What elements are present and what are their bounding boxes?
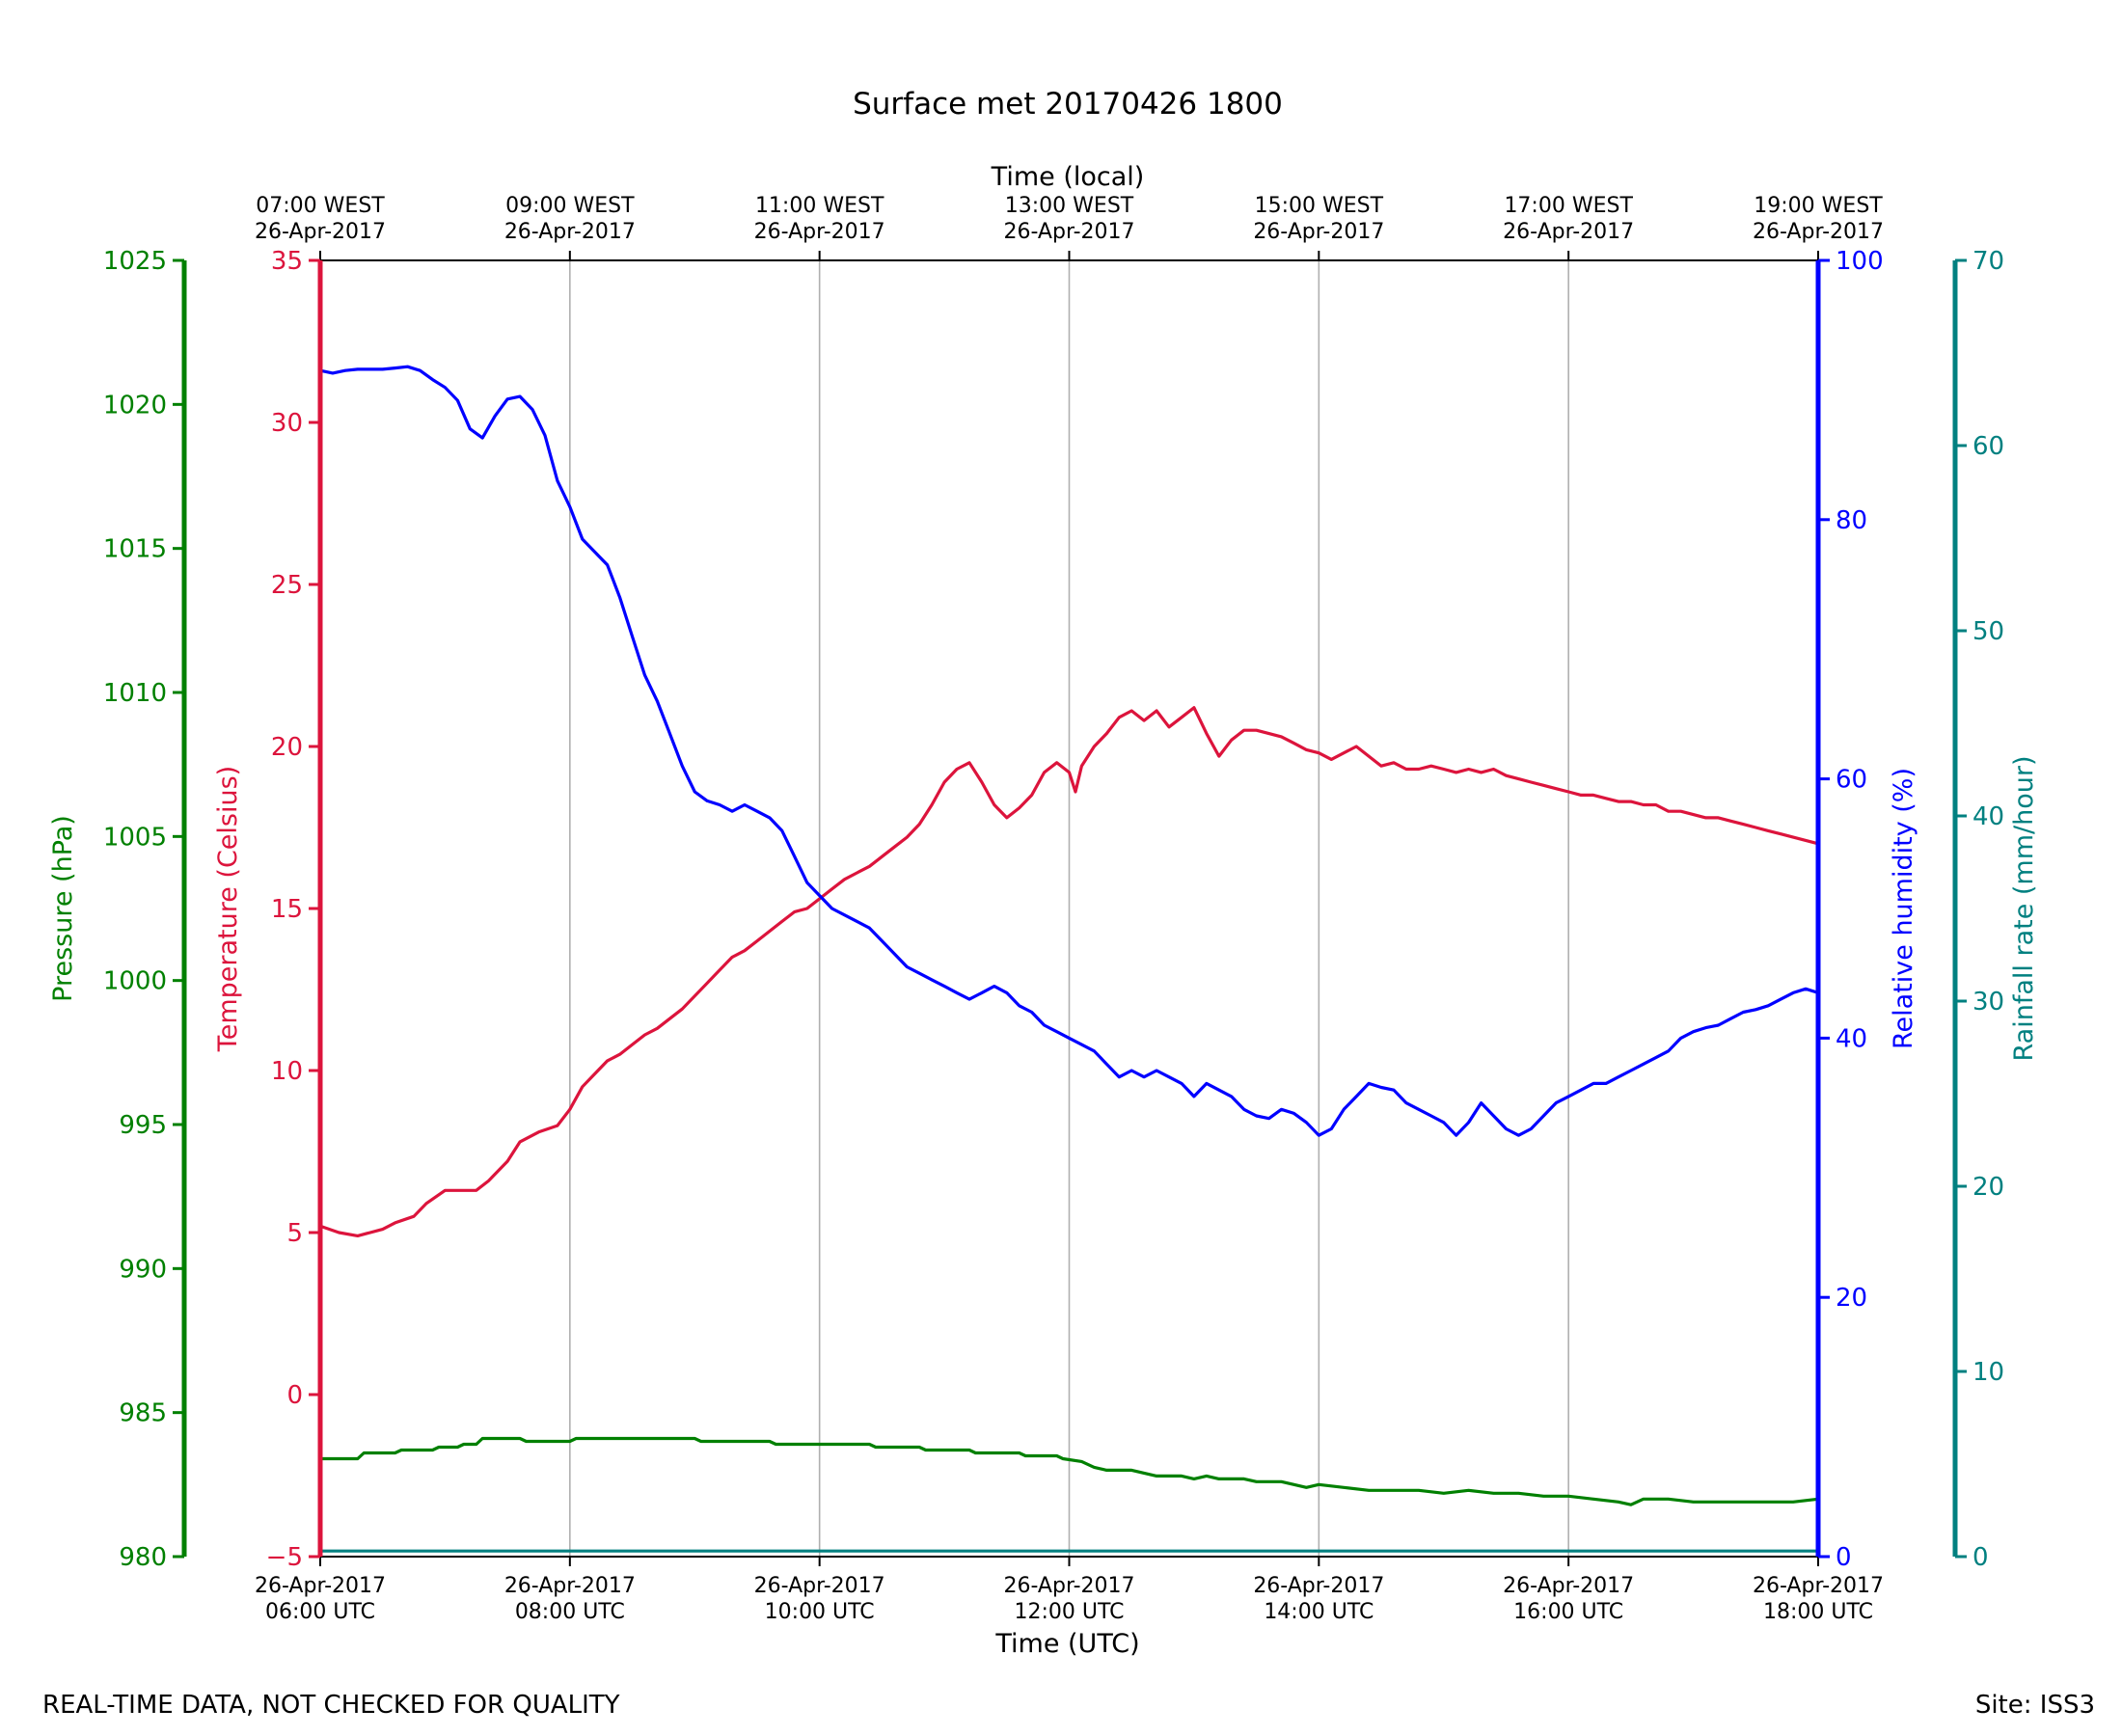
utc-tick-time-1: 08:00 UTC (515, 1600, 625, 1624)
pressure-tick-label-9: 1025 (103, 247, 167, 276)
temperature-tick-label-6: 25 (271, 571, 303, 600)
local-tick-time-5: 17:00 WEST (1504, 194, 1633, 218)
rainfall-tick-label-1: 10 (1972, 1358, 2004, 1387)
humidity-tick-label-4: 80 (1836, 506, 1867, 535)
temperature-tick-label-3: 10 (271, 1057, 303, 1086)
local-tick-date-4: 26-Apr-2017 (1253, 220, 1384, 244)
pressure-series-line (320, 1436, 1819, 1506)
local-tick-time-6: 19:00 WEST (1754, 194, 1883, 218)
rainfall-tick-label-7: 70 (1972, 247, 2004, 276)
chart-title: Surface met 20170426 1800 (853, 87, 1283, 122)
local-tick-date-1: 26-Apr-2017 (504, 220, 636, 244)
bottom-axis-label: Time (UTC) (994, 1629, 1139, 1659)
pressure-tick-label-2: 990 (119, 1255, 167, 1284)
temperature-tick-label-5: 20 (271, 733, 303, 762)
utc-tick-date-2: 26-Apr-2017 (754, 1574, 885, 1598)
local-tick-date-3: 26-Apr-2017 (1003, 220, 1134, 244)
rainfall-tick-label-0: 0 (1972, 1543, 1989, 1572)
utc-tick-time-6: 18:00 UTC (1763, 1600, 1873, 1624)
pressure-tick-label-8: 1020 (103, 391, 167, 420)
rainfall-tick-label-3: 30 (1972, 988, 2004, 1017)
rainfall-tick-label-4: 40 (1972, 802, 2004, 831)
temperature-tick-label-1: 0 (286, 1381, 303, 1410)
grid-lines (569, 260, 1569, 1557)
utc-tick-time-2: 10:00 UTC (765, 1600, 875, 1624)
pressure-tick-label-1: 985 (119, 1399, 167, 1428)
local-tick-time-3: 13:00 WEST (1005, 194, 1134, 218)
temperature-tick-label-4: 15 (271, 895, 303, 924)
humidity-series-line (319, 365, 1819, 1137)
utc-tick-date-1: 26-Apr-2017 (504, 1574, 636, 1598)
utc-tick-time-0: 06:00 UTC (265, 1600, 375, 1624)
pressure-tick-label-5: 1005 (103, 823, 167, 852)
pressure-axis-label: Pressure (hPa) (48, 815, 78, 1002)
local-tick-date-6: 26-Apr-2017 (1753, 220, 1884, 244)
top-axis-label: Time (local) (991, 162, 1145, 192)
temperature-tick-label-7: 30 (271, 409, 303, 438)
local-tick-time-2: 11:00 WEST (755, 194, 884, 218)
rainfall-tick-label-2: 20 (1972, 1173, 2004, 1202)
utc-tick-time-5: 16:00 UTC (1513, 1600, 1623, 1624)
humidity-tick-label-2: 40 (1836, 1024, 1867, 1053)
pressure-tick-label-3: 995 (119, 1111, 167, 1140)
pressure-tick-label-0: 980 (119, 1543, 167, 1572)
utc-tick-date-6: 26-Apr-2017 (1753, 1574, 1884, 1598)
utc-tick-time-4: 14:00 UTC (1264, 1600, 1374, 1624)
series-lines (319, 365, 1819, 1553)
rainfall-axis-label: Rainfall rate (mm/hour) (2009, 756, 2039, 1062)
utc-tick-date-3: 26-Apr-2017 (1003, 1574, 1134, 1598)
local-tick-time-0: 07:00 WEST (256, 194, 385, 218)
local-tick-date-2: 26-Apr-2017 (754, 220, 885, 244)
utc-tick-date-5: 26-Apr-2017 (1503, 1574, 1634, 1598)
pressure-tick-label-6: 1010 (103, 679, 167, 708)
temperature-axis-label: Temperature (Celsius) (213, 766, 243, 1052)
temperature-tick-label-8: 35 (271, 247, 303, 276)
utc-tick-time-3: 12:00 UTC (1014, 1600, 1124, 1624)
utc-tick-date-0: 26-Apr-2017 (255, 1574, 386, 1598)
utc-tick-date-4: 26-Apr-2017 (1253, 1574, 1384, 1598)
humidity-tick-label-5: 100 (1836, 247, 1884, 276)
temperature-series-line (319, 706, 1819, 1237)
local-tick-time-4: 15:00 WEST (1255, 194, 1384, 218)
local-tick-date-0: 26-Apr-2017 (255, 220, 386, 244)
humidity-axis-label: Relative humidity (%) (1889, 768, 1918, 1049)
rainfall-tick-label-6: 60 (1972, 432, 2004, 461)
humidity-tick-label-0: 0 (1836, 1543, 1852, 1572)
temperature-tick-label-0: −5 (266, 1543, 303, 1572)
local-tick-date-5: 26-Apr-2017 (1503, 220, 1634, 244)
local-tick-time-1: 09:00 WEST (505, 194, 635, 218)
humidity-tick-label-3: 60 (1836, 766, 1867, 795)
pressure-tick-label-7: 1015 (103, 535, 167, 564)
footer-disclaimer: REAL-TIME DATA, NOT CHECKED FOR QUALITY (42, 1691, 620, 1720)
humidity-tick-label-1: 20 (1836, 1284, 1867, 1313)
temperature-tick-label-2: 5 (286, 1219, 303, 1248)
footer-site: Site: ISS3 (1975, 1691, 2095, 1720)
pressure-tick-label-4: 1000 (103, 967, 167, 996)
rainfall-tick-label-5: 50 (1972, 617, 2004, 646)
value-axes: 980985990995100010051010101510201025Pres… (48, 247, 2039, 1572)
